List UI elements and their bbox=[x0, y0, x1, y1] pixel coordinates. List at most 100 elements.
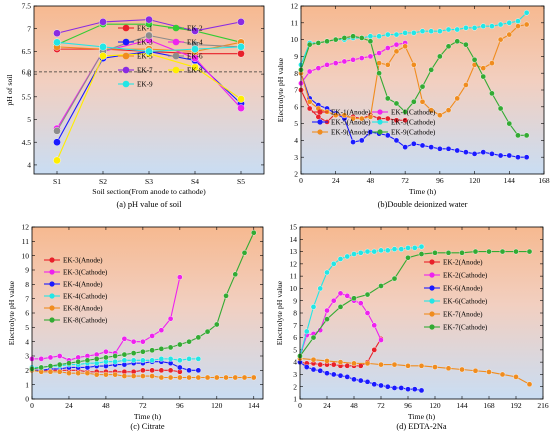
data-point bbox=[437, 28, 443, 35]
legend-swatch-marker bbox=[122, 38, 130, 46]
series-ek-7 bbox=[53, 15, 245, 38]
data-point bbox=[378, 247, 384, 254]
data-point bbox=[177, 274, 183, 280]
data-point bbox=[472, 367, 479, 374]
data-point bbox=[195, 356, 202, 362]
plot-frame bbox=[33, 5, 265, 175]
data-point bbox=[103, 348, 109, 355]
x-tick-label: 96 bbox=[436, 176, 444, 185]
y-axis-label: Electrolyte pH value bbox=[276, 57, 285, 122]
data-point bbox=[121, 335, 128, 342]
data-point bbox=[463, 149, 469, 155]
y-tick-label: 15 bbox=[290, 223, 298, 232]
data-point bbox=[232, 374, 239, 381]
data-point bbox=[437, 53, 443, 60]
data-point bbox=[398, 246, 405, 252]
data-point bbox=[411, 140, 417, 147]
data-point bbox=[56, 353, 63, 359]
legend-label: EK-4 bbox=[187, 39, 203, 47]
data-point bbox=[310, 304, 317, 310]
x-tick-label: 96 bbox=[404, 401, 412, 410]
data-point bbox=[463, 41, 469, 48]
data-point bbox=[358, 35, 365, 41]
data-point bbox=[337, 372, 344, 379]
data-point bbox=[177, 364, 183, 371]
data-point bbox=[330, 261, 337, 267]
data-point bbox=[344, 292, 351, 299]
data-point bbox=[56, 368, 63, 375]
x-tick-label: 48 bbox=[350, 401, 358, 410]
data-point bbox=[140, 348, 146, 355]
data-point bbox=[56, 361, 63, 368]
y-tick-label: 5.5 bbox=[22, 92, 32, 101]
data-point bbox=[103, 354, 109, 361]
data-point bbox=[378, 337, 384, 343]
data-point bbox=[213, 374, 220, 381]
data-point bbox=[149, 373, 155, 379]
y-tick-label: 4 bbox=[293, 358, 297, 367]
data-point bbox=[454, 95, 461, 102]
data-point bbox=[378, 361, 384, 368]
legend-swatch-marker bbox=[172, 24, 180, 32]
data-point bbox=[506, 31, 513, 38]
data-point bbox=[480, 73, 487, 80]
data-point bbox=[411, 62, 417, 68]
legend-swatch-marker bbox=[377, 129, 383, 135]
data-point bbox=[167, 344, 174, 351]
data-point bbox=[158, 327, 165, 334]
data-point bbox=[418, 243, 425, 250]
data-point bbox=[454, 38, 461, 45]
data-point bbox=[411, 98, 417, 105]
data-point bbox=[419, 83, 426, 90]
data-point bbox=[480, 65, 487, 71]
data-point bbox=[344, 253, 351, 260]
data-point bbox=[103, 371, 109, 378]
data-point bbox=[149, 357, 155, 364]
data-point bbox=[405, 363, 411, 369]
data-point bbox=[99, 18, 107, 26]
data-point bbox=[411, 245, 418, 251]
x-axis-label: Time (h) bbox=[409, 187, 437, 196]
data-point bbox=[186, 356, 192, 362]
panel-soil-ph: 4 4.5 5 5.5 6 6.5 7 7.5 S1 S2 S3 S4 S5 6.0 Soil sectio… bbox=[5, 2, 265, 209]
data-point bbox=[66, 360, 72, 366]
data-point bbox=[418, 387, 425, 394]
data-point bbox=[303, 364, 310, 370]
x-tick-label: 144 bbox=[504, 176, 516, 185]
plot-frame bbox=[31, 226, 264, 400]
y-tick-label: 8 bbox=[293, 309, 297, 318]
data-point bbox=[376, 70, 382, 76]
data-point bbox=[402, 117, 408, 124]
legend-swatch-marker bbox=[317, 119, 323, 125]
data-point bbox=[506, 19, 513, 26]
data-point bbox=[337, 304, 344, 310]
y-tick-label: 7 bbox=[25, 294, 29, 303]
data-point bbox=[489, 151, 495, 157]
legend-swatch-marker bbox=[49, 293, 55, 299]
y-tick-label: 4 bbox=[25, 337, 29, 346]
data-point bbox=[367, 114, 374, 120]
legend-label: EK-6(Cathode) bbox=[443, 298, 488, 306]
y-tick-label: 2 bbox=[25, 366, 29, 375]
data-point bbox=[213, 321, 220, 328]
legend-swatch-marker bbox=[122, 66, 130, 74]
y-tick-label: 2 bbox=[294, 170, 298, 179]
data-point bbox=[306, 98, 313, 105]
data-point bbox=[350, 56, 356, 63]
data-point bbox=[428, 107, 434, 113]
legend-label: EK-8(Anode) bbox=[63, 305, 103, 313]
x-tick-label: 24 bbox=[65, 401, 73, 410]
data-point bbox=[384, 115, 391, 122]
y-tick-label: 2 bbox=[293, 382, 297, 391]
data-point bbox=[315, 40, 322, 46]
x-tick-label: 168 bbox=[483, 401, 495, 410]
data-point bbox=[158, 367, 165, 374]
x-tick-label: 0 bbox=[299, 176, 303, 185]
data-point bbox=[47, 363, 54, 369]
x-tick-label: 24 bbox=[332, 176, 340, 185]
data-point bbox=[428, 67, 434, 73]
data-point bbox=[384, 132, 391, 139]
x-tick-label: 72 bbox=[377, 401, 385, 410]
data-point bbox=[445, 249, 452, 256]
data-point bbox=[523, 21, 530, 28]
